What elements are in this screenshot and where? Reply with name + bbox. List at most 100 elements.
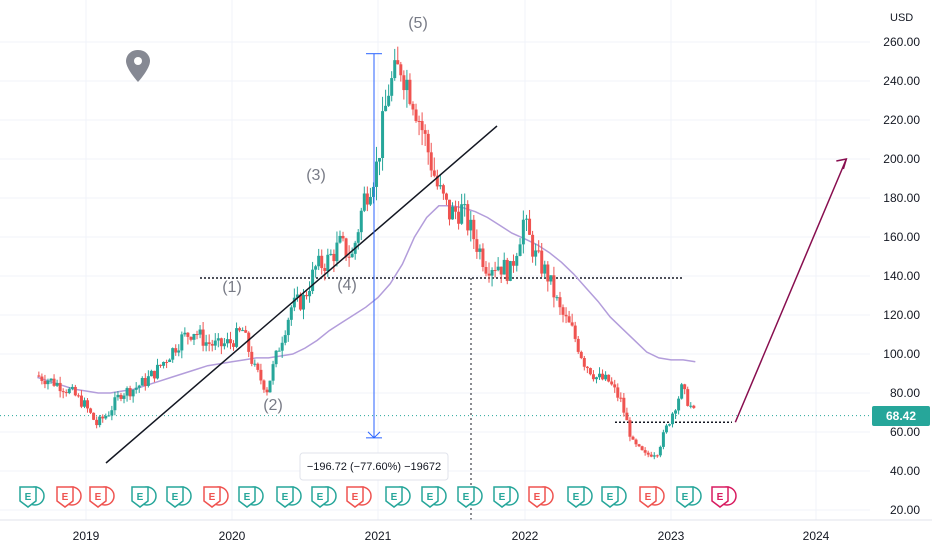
candle-body [496, 266, 500, 271]
earnings-marker: E [601, 486, 627, 508]
candle-body [649, 454, 653, 457]
candle-body [58, 382, 62, 392]
candle-body [247, 332, 251, 352]
map-pin-icon [126, 50, 150, 82]
candle-body [490, 270, 494, 276]
candle-body [625, 412, 629, 421]
candle-body [186, 332, 190, 337]
x-tick-label: 2019 [73, 529, 100, 543]
candle-body [70, 386, 74, 389]
candle-body [423, 130, 427, 134]
candle-body [619, 397, 623, 399]
earnings-shield [711, 486, 729, 508]
candle-body [576, 338, 580, 352]
wave-label: (3) [306, 167, 326, 184]
candle-body [466, 204, 470, 231]
candle-body [317, 255, 321, 267]
candle-body [289, 307, 293, 320]
earnings-label: E [209, 492, 216, 503]
candle-body [61, 391, 65, 393]
candle-body [515, 255, 519, 266]
candle-body [472, 219, 476, 240]
candle-body [667, 424, 671, 426]
earnings-marker: E [203, 486, 229, 508]
earnings-label: E [95, 492, 102, 503]
earnings-shield [56, 486, 74, 508]
axes: 260.00 240.00 220.00 200.00 180.00 160.00 140.… [0, 35, 932, 543]
candle-body [417, 121, 421, 123]
candle-body [457, 211, 461, 224]
y-tick-label: 180.00 [883, 191, 920, 205]
candle-body [189, 336, 193, 340]
candle-body [478, 248, 482, 252]
candle-body [265, 389, 269, 393]
candle-body [76, 395, 80, 397]
candle-body [555, 297, 559, 299]
candle-body [162, 361, 166, 366]
earnings-shield [567, 486, 585, 508]
candle-body [180, 334, 184, 351]
earnings-shield [131, 486, 149, 508]
candle-body [692, 405, 696, 408]
earnings-marker: E [238, 486, 264, 508]
candle-body [674, 410, 678, 414]
candle-body [460, 204, 464, 224]
candle-body [137, 385, 141, 388]
candle-body [368, 196, 372, 205]
earnings-label: E [645, 492, 652, 503]
earnings-label: E [717, 492, 724, 503]
candle-body [250, 351, 254, 364]
candle-body [558, 297, 562, 308]
candle-body [371, 186, 375, 197]
candle-body [652, 455, 656, 457]
candle-body [528, 218, 532, 235]
candle-body [540, 250, 544, 274]
candle-body [241, 330, 245, 332]
candle-body [451, 206, 455, 220]
candle-body [98, 416, 102, 426]
candle-body [505, 259, 509, 281]
candle-body [365, 193, 369, 205]
projection-arrow [734, 158, 848, 423]
candle-body [390, 78, 394, 96]
candle-body [177, 350, 181, 353]
candle-body [52, 378, 56, 386]
currency-label: USD [890, 12, 913, 24]
earnings-label: E [352, 492, 359, 503]
earnings-shield [166, 486, 184, 508]
candle-body [292, 297, 296, 308]
earnings-marker: E [346, 486, 372, 508]
earnings-marker: E [385, 486, 411, 508]
earnings-label: E [607, 492, 614, 503]
y-tick-label: 160.00 [883, 230, 920, 244]
candle-body [594, 377, 598, 380]
candle-body [329, 253, 333, 255]
candle-body [204, 342, 208, 346]
y-tick-label: 80.00 [890, 386, 920, 400]
wave-label: (2) [263, 397, 283, 414]
candle-body [67, 388, 71, 394]
measure-label: −196.72 (−77.60%) −19672 [307, 461, 441, 473]
candle-body [604, 374, 608, 380]
candle-body [408, 79, 412, 104]
candle-body [378, 157, 382, 162]
y-tick-label: 60.00 [890, 425, 920, 439]
level-lines [0, 277, 870, 520]
candle-body [613, 384, 617, 388]
candle-body [387, 95, 391, 106]
earnings-marker: E [56, 486, 82, 508]
candle-body [399, 64, 403, 76]
candle-body [384, 105, 388, 112]
earnings-marker: E [493, 486, 519, 508]
candle-body [320, 255, 324, 269]
candle-body [171, 348, 175, 360]
candle-body [92, 412, 96, 420]
earnings-label: E [463, 492, 470, 503]
x-tick-label: 2023 [658, 529, 685, 543]
projection-arrow-head [836, 158, 848, 170]
candle-body [381, 111, 385, 158]
candle-body [192, 334, 196, 340]
candle-body [107, 415, 111, 417]
